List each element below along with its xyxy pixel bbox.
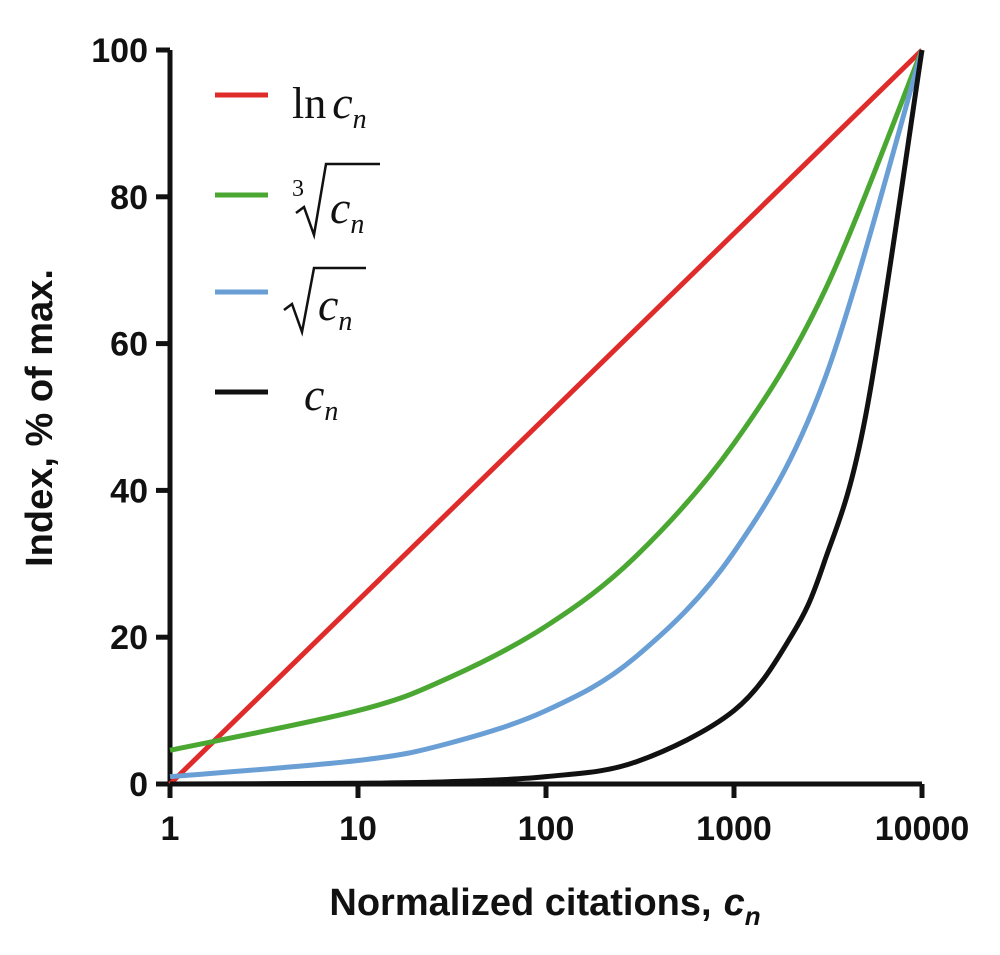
series-layer <box>168 48 925 787</box>
x-tick-label: 10000 <box>875 810 970 848</box>
radical-sign <box>283 266 366 337</box>
series-line-linear <box>169 49 925 787</box>
svg-text:3: 3 <box>292 176 304 202</box>
series-line-cbrt <box>169 49 925 753</box>
x-axis-title: Normalized citations, cn <box>329 882 760 931</box>
y-axis-title: Index, % of max. <box>19 269 61 567</box>
legend: ln cn 3 cn cn cn <box>215 77 380 427</box>
y-tick-label: 20 <box>110 619 148 657</box>
svg-text:cn: cn <box>330 182 364 240</box>
y-tick-label: 100 <box>91 32 148 70</box>
svg-text:cn: cn <box>318 279 352 337</box>
legend-label-cbrt: 3 cn <box>292 162 380 240</box>
axes: 0 20 40 60 80 100 1 10 100 1000 10000 <box>91 32 969 848</box>
series-line-ln <box>168 48 924 786</box>
y-tick-label: 60 <box>110 326 148 364</box>
x-tick-label: 1000 <box>696 810 772 848</box>
y-tick-label: 0 <box>129 766 148 804</box>
legend-label-linear: cn <box>304 369 338 427</box>
series-line-sqrt <box>169 49 925 780</box>
radical-sign <box>295 162 380 240</box>
x-tick-label: 1 <box>161 810 180 848</box>
x-tick-label: 10 <box>339 810 377 848</box>
legend-label-sqrt: cn <box>283 266 366 337</box>
x-tick-label: 100 <box>518 810 575 848</box>
y-tick-label: 80 <box>110 179 148 217</box>
y-tick-label: 40 <box>110 472 148 510</box>
legend-label-ln: ln cn <box>292 77 367 135</box>
